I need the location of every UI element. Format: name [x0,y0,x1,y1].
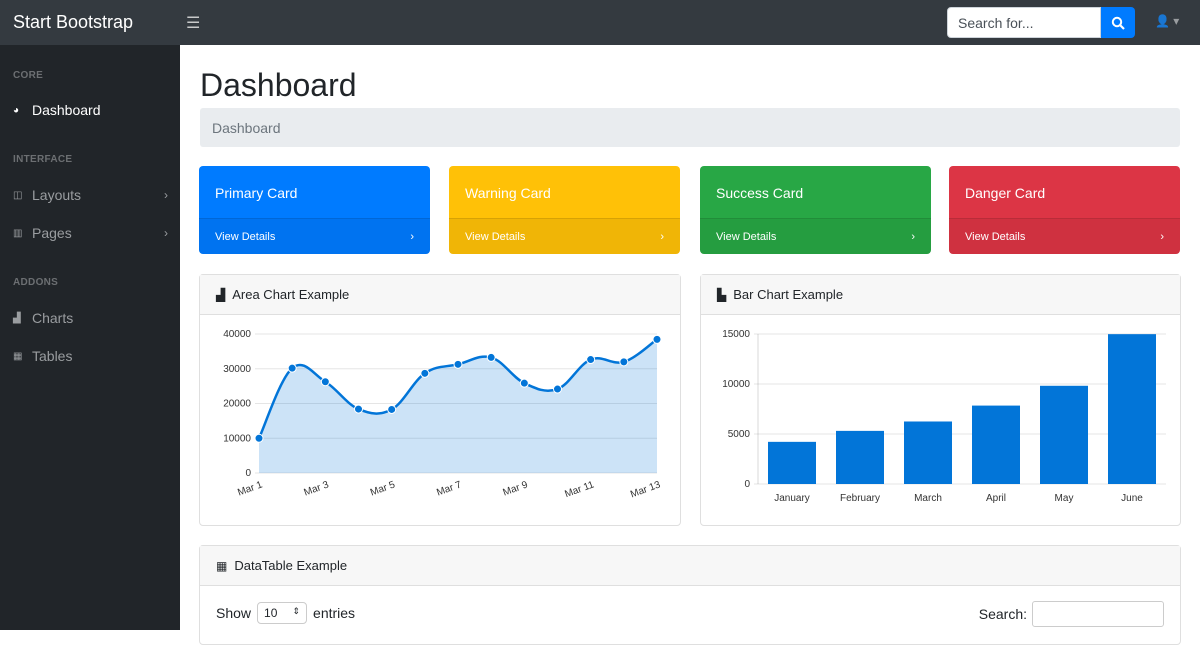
book-open-icon: ▥ [13,227,23,239]
show-label: Show [216,605,252,621]
sidebar-heading-core: CORE [13,70,44,81]
columns-icon: ◫ [13,189,23,201]
view-details-link[interactable]: View Details › [199,218,430,254]
tachometer-icon: ◕ [13,104,20,116]
bars-icon[interactable]: ☰ [186,14,201,32]
sidebar-item-dashboard[interactable]: ◕ Dashboard [13,102,168,118]
main-content: Dashboard Dashboard Primary Card View Det… [180,45,1200,645]
view-details-link[interactable]: View Details › [700,218,931,254]
search-label: Search: [978,606,1027,622]
sidebar-item-layouts[interactable]: ◫ Layouts › [13,187,168,203]
sidebar-item-tables[interactable]: ▦ Tables [13,348,168,364]
search-input[interactable] [947,7,1101,38]
chevron-right-icon: › [911,230,915,243]
user-icon: 👤 [1155,14,1170,28]
chevron-right-icon: › [164,226,168,240]
primary-card: Primary Card View Details › [199,166,430,254]
card-title: Warning Card [465,185,551,201]
chevron-right-icon: › [164,188,168,202]
search-form [947,7,1135,38]
sidebar: CORE ◕ Dashboard INTERFACE ◫ Layouts › ▥ Pag… [0,45,180,630]
area-chart-icon: ▟ [216,287,226,302]
chevron-right-icon: › [1160,230,1164,243]
chevron-right-icon: › [410,230,414,243]
sidebar-item-pages[interactable]: ▥ Pages › [13,225,168,241]
view-details-link[interactable]: View Details › [449,218,680,254]
view-details-link[interactable]: View Details › [949,218,1180,254]
sidebar-heading-interface: INTERFACE [13,154,73,165]
entries-label: entries [313,605,356,621]
success-card: Success Card View Details › [700,166,931,254]
bar-chart-icon: ▙ [717,287,727,302]
panel-title: Bar Chart Example [733,287,844,302]
area-chart-panel: ▟ Area Chart Example [199,274,681,526]
area-chart-icon: ▟ [13,312,21,324]
breadcrumb: Dashboard [200,108,1180,147]
chevron-right-icon: › [660,230,664,243]
page-title: Dashboard [200,67,357,103]
panel-title: Area Chart Example [232,287,350,302]
panel-title: DataTable Example [234,558,348,573]
table-icon: ▦ [216,558,228,573]
warning-card: Warning Card View Details › [449,166,680,254]
search-button[interactable] [1101,7,1135,38]
table-search-input[interactable] [1032,601,1164,627]
datatable-panel: ▦ DataTable Example Show 10 ⇕ entries Sear… [199,545,1181,645]
sidebar-item-label: Layouts [32,187,82,203]
sidebar-item-label: Pages [32,225,72,241]
top-navbar: Start Bootstrap ☰ 👤 ▾ [0,0,1200,45]
danger-card: Danger Card View Details › [949,166,1180,254]
sidebar-item-label: Tables [32,348,73,364]
search-icon [1111,16,1125,30]
sidebar-item-label: Charts [32,310,74,326]
brand-link[interactable]: Start Bootstrap [13,12,134,32]
bar-chart-panel: ▙ Bar Chart Example [700,274,1181,526]
sidebar-heading-addons: ADDONS [13,277,59,288]
table-icon: ▦ [13,350,23,362]
card-title: Primary Card [215,185,298,201]
card-title: Danger Card [965,185,1046,201]
sidebar-item-label: Dashboard [32,102,101,118]
sidebar-item-charts[interactable]: ▟ Charts [13,310,168,326]
user-dropdown[interactable]: 👤 ▾ [1155,14,1180,28]
card-title: Success Card [716,185,804,201]
entries-select[interactable]: 10 ⇕ [257,602,308,624]
